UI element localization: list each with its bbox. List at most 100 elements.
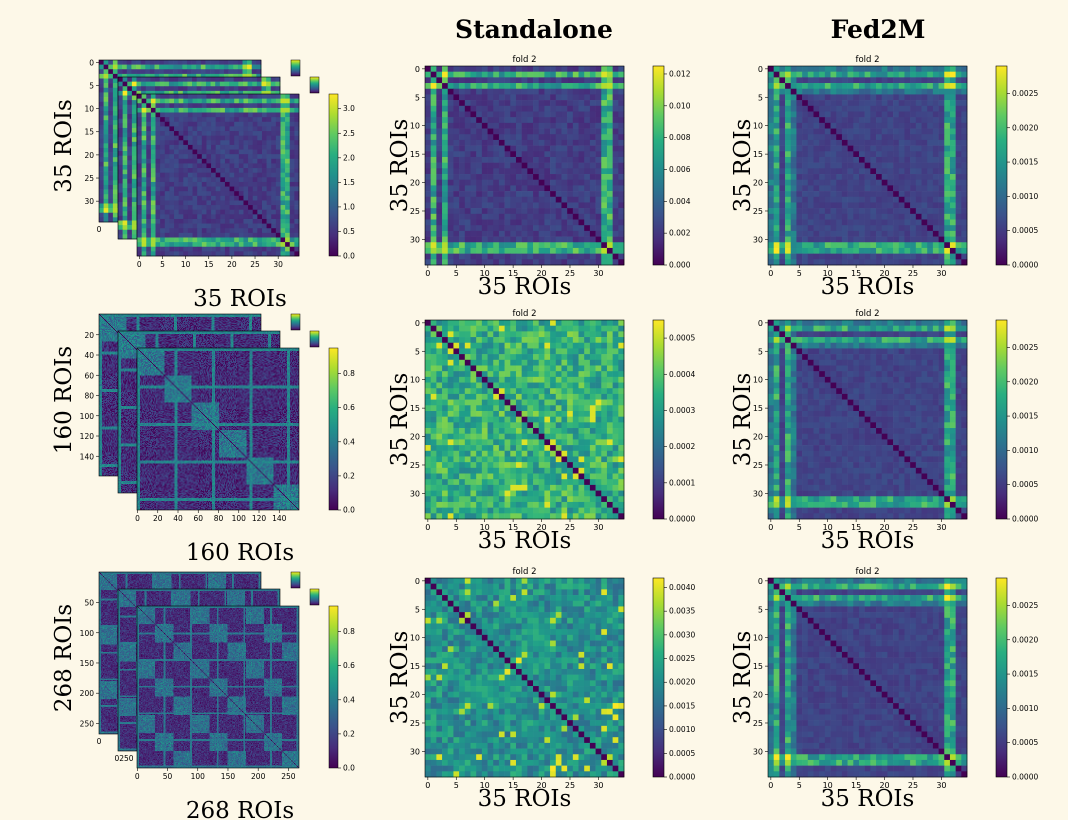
- panel-r0-c1-cell: [601, 77, 608, 84]
- panel-r0-c0-layer-0-cell: [173, 69, 178, 75]
- panel-r0-c0-layer-2-cell: [289, 135, 295, 141]
- panel-r0-c0-layer-2-cell: [192, 251, 198, 257]
- panel-r0-c1-cell: [567, 83, 574, 90]
- panel-r0-c0-layer-2-cell: [174, 242, 179, 248]
- panel-r0-c1-cell: [601, 253, 608, 260]
- panel-r0-c1-cell: [555, 151, 562, 158]
- panel-r0-c1-cell: [550, 225, 557, 232]
- panel-r0-c1-cell: [595, 219, 602, 226]
- panel-r0-c0-layer-2-cell: [201, 107, 207, 113]
- panel-r0-c0-layer-2-cell: [275, 112, 281, 118]
- panel-r0-c0-layer-2-cell: [280, 121, 286, 127]
- panel-r0-c0-layer-2-cell: [215, 144, 221, 150]
- panel-r0-c0-layer-2-cell: [160, 246, 166, 252]
- panel-r0-c0-layer-0-cell: [168, 73, 174, 79]
- panel-r0-c0-layer-2-cell: [248, 200, 254, 206]
- panel-r0-c1-cell: [555, 185, 562, 192]
- panel-r0-c0-layer-2-cell: [192, 103, 198, 109]
- panel-r0-c0-layer-1-cell: [275, 86, 281, 92]
- panel-r0-c1-cell: [572, 253, 579, 260]
- panel-r0-c0-layer-0-cell: [99, 194, 104, 200]
- panel-r0-c1-cell: [544, 83, 551, 90]
- panel-r0-c1-cell: [567, 66, 574, 72]
- panel-r0-c1-cell: [453, 185, 460, 192]
- panel-r0-c0-layer-2-cell: [155, 98, 161, 104]
- panel-r0-c0-layer-1-cell: [122, 86, 128, 92]
- panel-r0-c0-layer-2-cell: [146, 251, 152, 257]
- panel-r0-c0-layer-2-cell: [141, 251, 147, 257]
- panel-r0-c0-layer-1-cell: [219, 90, 225, 96]
- panel-r0-c0-layer-2-cell: [155, 181, 161, 187]
- panel-r0-c0-layer-2-cell: [192, 117, 198, 123]
- panel-r0-c0-layer-2-cell: [224, 112, 230, 118]
- panel-r0-c0-layer-0-cell: [196, 73, 202, 79]
- panel-r0-c0-layer-2-cell: [280, 237, 286, 243]
- panel-r0-c0-layer-1-cell: [233, 90, 239, 96]
- panel-r0-c0-layer-2-cell: [164, 218, 170, 224]
- panel-r0-c1-cell: [510, 259, 517, 266]
- panel-r0-c0-layer-2-cell: [248, 158, 254, 164]
- panel-r0-c0-layer-2-cell: [229, 112, 235, 118]
- panel-r0-c1-cell: [481, 213, 488, 220]
- panel-r0-c0-layer-0-cell: [112, 189, 118, 195]
- panel-r0-c0-layer-0-cell: [131, 60, 137, 65]
- panel-r0-c1-cell: [538, 151, 545, 158]
- panel-r0-c0-layer-1-cell: [173, 77, 179, 82]
- panel-r0-c0-layer-2-cell: [238, 154, 244, 160]
- panel-r0-c0-layer-2-cell: [137, 195, 142, 201]
- panel-r0-c1-cell: [464, 219, 471, 226]
- panel-r0-c0-layer-2-cell: [238, 186, 244, 192]
- panel-r0-c1-cell: [447, 230, 454, 237]
- panel-r0-c0-layer-2-cell: [141, 237, 147, 243]
- panel-r0-c1-cell: [487, 230, 494, 237]
- panel-r0-c0-layer-2-cell: [280, 209, 286, 215]
- panel-r0-c1-cell: [555, 179, 562, 186]
- panel-r0-c1-cell: [515, 83, 522, 90]
- panel-r0-c1-cell: [442, 145, 449, 152]
- panel-r0-c1-cell: [618, 88, 625, 95]
- panel-r0-c0-layer-2-cell: [155, 121, 161, 127]
- panel-r0-c0-layer-1-cell: [192, 77, 197, 82]
- panel-r0-c0-layer-2-cell: [280, 191, 286, 197]
- panel-r0-c0-layer-1-cell: [122, 169, 128, 175]
- panel-r0-c0-layer-2-cell: [238, 223, 244, 229]
- panel-r0-c0-layer-2-cell: [280, 131, 286, 136]
- panel-r0-c0-layer-1-cell: [164, 90, 170, 96]
- panel-r0-c0-layer-2-cell: [252, 186, 258, 192]
- panel-r0-c0-layer-2-cell: [187, 117, 193, 123]
- panel-r0-c0-layer-2-cell: [137, 98, 142, 104]
- panel-r0-c1-cell: [521, 219, 528, 226]
- panel-r0-c1-cell: [601, 219, 608, 226]
- panel-r0-c1-cell: [555, 219, 562, 226]
- panel-r0-c0-layer-2-cell: [160, 237, 166, 243]
- panel-r0-c0-layer-0-cell: [99, 203, 104, 209]
- panel-r0-c0-layer-2-cell: [206, 140, 212, 146]
- panel-r0-c0-layer-2-cell: [187, 228, 193, 234]
- panel-r0-c1-cell: [493, 162, 500, 169]
- panel-r0-c1-cell: [447, 242, 454, 249]
- panel-r0-c0-layer-2-cell: [137, 186, 142, 192]
- panel-r0-c0-layer-2-cell: [174, 251, 179, 257]
- panel-r0-c0-layer-2-cell: [141, 107, 147, 113]
- panel-r0-c1-cell: [459, 202, 466, 209]
- panel-r0-c0-layer-2-cell: [220, 154, 226, 160]
- panel-r0-c1-cell: [453, 139, 460, 146]
- panel-r0-c1-cell: [544, 156, 551, 163]
- panel-r0-c1-cell: [589, 179, 596, 186]
- panel-r0-c1-cell: [498, 179, 505, 186]
- panel-r0-c1-cell: [612, 202, 619, 209]
- panel-r0-c1-cell: [561, 162, 568, 169]
- panel-r0-c0-layer-2-cell: [215, 242, 221, 248]
- panel-r0-c0-layer-0-cell: [103, 124, 109, 130]
- panel-r0-c0-layer-2-cell: [224, 103, 230, 109]
- panel-r0-c0-layer-2-cell: [141, 177, 147, 183]
- panel-r0-c0-layer-1-cell: [252, 90, 258, 96]
- panel-r0-c1-cell: [436, 185, 443, 192]
- panel-r0-c1-cell: [572, 185, 579, 192]
- panel-r0-c1-cell: [612, 117, 619, 124]
- panel-r0-c1-cell: [430, 208, 437, 215]
- panel-r0-c1-title: fold 2: [512, 55, 536, 65]
- panel-r0-c1-cell: [561, 219, 568, 226]
- panel-r0-c0-layer-2-cell: [169, 135, 175, 141]
- panel-r0-c0-layer-2-cell: [192, 195, 198, 201]
